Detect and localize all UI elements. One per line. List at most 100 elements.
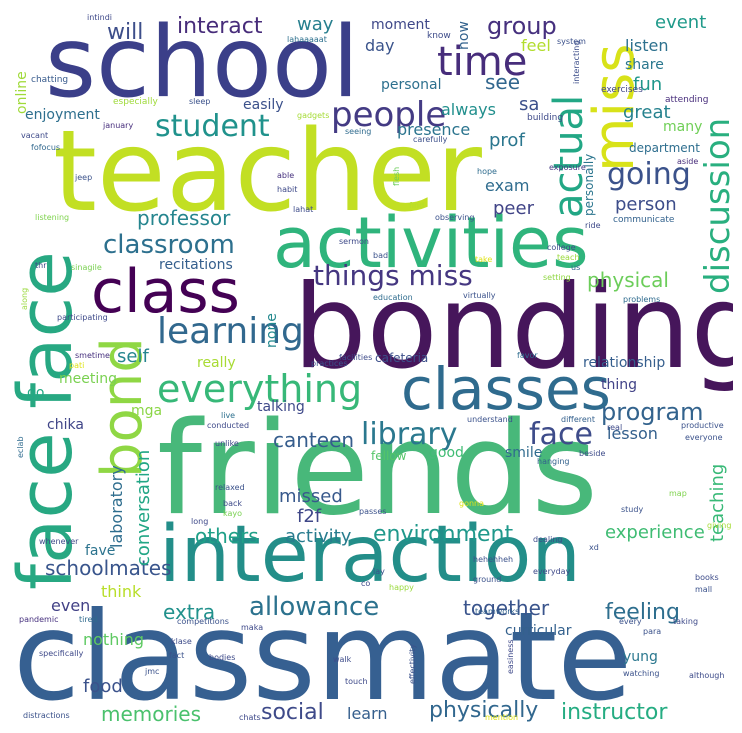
word-dealing: dealing xyxy=(533,535,563,544)
word-lay: lay xyxy=(373,567,385,576)
word-map: map xyxy=(669,489,687,498)
word-none: none xyxy=(264,313,280,348)
word-good: good xyxy=(429,445,464,461)
word-education: education xyxy=(373,293,413,302)
word-mga: mga xyxy=(131,403,163,419)
word-ground: ground xyxy=(473,575,502,584)
word-learn: learn xyxy=(347,704,388,723)
word-giving: giving xyxy=(707,521,732,530)
word-activity: activity xyxy=(285,526,352,547)
word-maka: maka xyxy=(241,623,264,632)
word-intindi: intindi xyxy=(87,13,113,22)
word-peer: peer xyxy=(493,198,534,219)
word-experience: experience xyxy=(605,522,705,543)
word-meeting: meeting xyxy=(59,371,118,387)
word-allowance: allowance xyxy=(249,592,380,622)
word-interacting: interacting xyxy=(572,40,581,84)
word-interact: interact xyxy=(177,14,263,39)
word-bad: bad xyxy=(373,251,389,260)
word-relaxed: relaxed xyxy=(215,483,245,492)
word-attending: attending xyxy=(665,95,709,105)
word-conversation: conversation xyxy=(133,449,154,566)
word-physically: physically xyxy=(429,698,539,723)
word-relationship: relationship xyxy=(583,355,666,371)
word-feel: feel xyxy=(521,36,551,55)
word-kayo: kayo xyxy=(223,509,243,518)
word-specifically: specifically xyxy=(39,649,84,658)
word-communicate: communicate xyxy=(613,215,675,225)
word-pandemic: pandemic xyxy=(19,615,59,624)
word-teamworks: teamworks xyxy=(475,607,520,616)
word-hope: hope xyxy=(477,167,497,176)
word-classroom: classroom xyxy=(103,230,235,260)
word-people: people xyxy=(331,95,447,135)
word-will: will xyxy=(107,20,144,45)
word-online: online xyxy=(14,71,30,114)
word-habit: habit xyxy=(277,185,298,194)
word-mention: mention xyxy=(485,713,519,722)
word-going: going xyxy=(607,157,691,192)
word-many: many xyxy=(663,119,703,135)
word-personal: personal xyxy=(381,77,442,93)
word-practices: practices xyxy=(311,359,348,368)
word-instructor: instructor xyxy=(561,700,668,725)
word-ride: ride xyxy=(585,221,601,230)
word-flesh: flesh xyxy=(392,166,401,186)
word-books: books xyxy=(695,573,719,582)
word-class: class xyxy=(91,257,240,327)
word-teacher: teacher xyxy=(53,107,482,237)
word-group: group xyxy=(487,12,557,40)
word-laboratory: laboratory xyxy=(107,465,126,548)
word-activities: activities xyxy=(273,202,589,284)
word-classes: classes xyxy=(401,355,611,423)
word-co: co xyxy=(361,579,371,588)
word-along: along xyxy=(20,287,29,310)
word-exposure: exposure xyxy=(549,163,586,172)
word-sa: sa xyxy=(519,94,540,115)
word-carefully: carefully xyxy=(413,135,448,144)
word-klase: klase xyxy=(171,637,192,646)
word-physical: physical xyxy=(587,268,669,292)
word-talking: talking xyxy=(257,399,305,415)
word-conducted: conducted xyxy=(207,421,250,430)
word-distractions: distractions xyxy=(23,711,70,720)
word-lahaaaaat: lahaaaaat xyxy=(287,35,327,44)
word-effectivity: effectivity xyxy=(408,644,417,684)
word-self: self xyxy=(117,346,149,367)
word-learning: learning xyxy=(157,311,304,352)
word-live: live xyxy=(221,411,236,420)
word-fofocus: fofocus xyxy=(31,143,61,152)
word-competitions: competitions xyxy=(177,617,229,626)
word-xd: xd xyxy=(589,543,599,552)
word-happy: happy xyxy=(389,583,414,592)
word-together: together xyxy=(463,596,550,620)
word-classmate: classmate xyxy=(13,586,633,725)
word-although: although xyxy=(689,671,725,680)
word-listen: listen xyxy=(625,36,669,55)
word-teaching: teaching xyxy=(707,463,728,542)
word-cloud: friends classmate bonding teacher school… xyxy=(9,8,733,725)
word-missed: missed xyxy=(279,486,343,507)
word-great: great xyxy=(623,102,671,123)
word-able: able xyxy=(277,171,295,180)
word-jmc: jmc xyxy=(145,667,160,676)
word-productive: productive xyxy=(681,421,724,430)
word-friends: friends xyxy=(157,395,599,544)
word-everyday: everyday xyxy=(533,567,571,576)
word-observing: observing xyxy=(435,213,475,222)
word-know: know xyxy=(427,31,451,41)
word-long: long xyxy=(191,517,209,526)
word-program: program xyxy=(601,398,704,426)
word-study: study xyxy=(621,505,644,514)
word-chats: chats xyxy=(239,713,261,722)
word-watching: watching xyxy=(623,669,660,678)
word-understand: understand xyxy=(467,415,513,424)
word-eclab: eclab xyxy=(16,436,25,458)
word-para: para xyxy=(643,627,662,636)
word-others: others xyxy=(195,524,259,548)
word-professor: professor xyxy=(137,206,231,230)
word-vacant: vacant xyxy=(21,131,49,140)
word-bonding: bonding xyxy=(293,260,733,395)
word-face-2: face xyxy=(529,417,593,452)
word-fact: fact xyxy=(169,651,185,660)
